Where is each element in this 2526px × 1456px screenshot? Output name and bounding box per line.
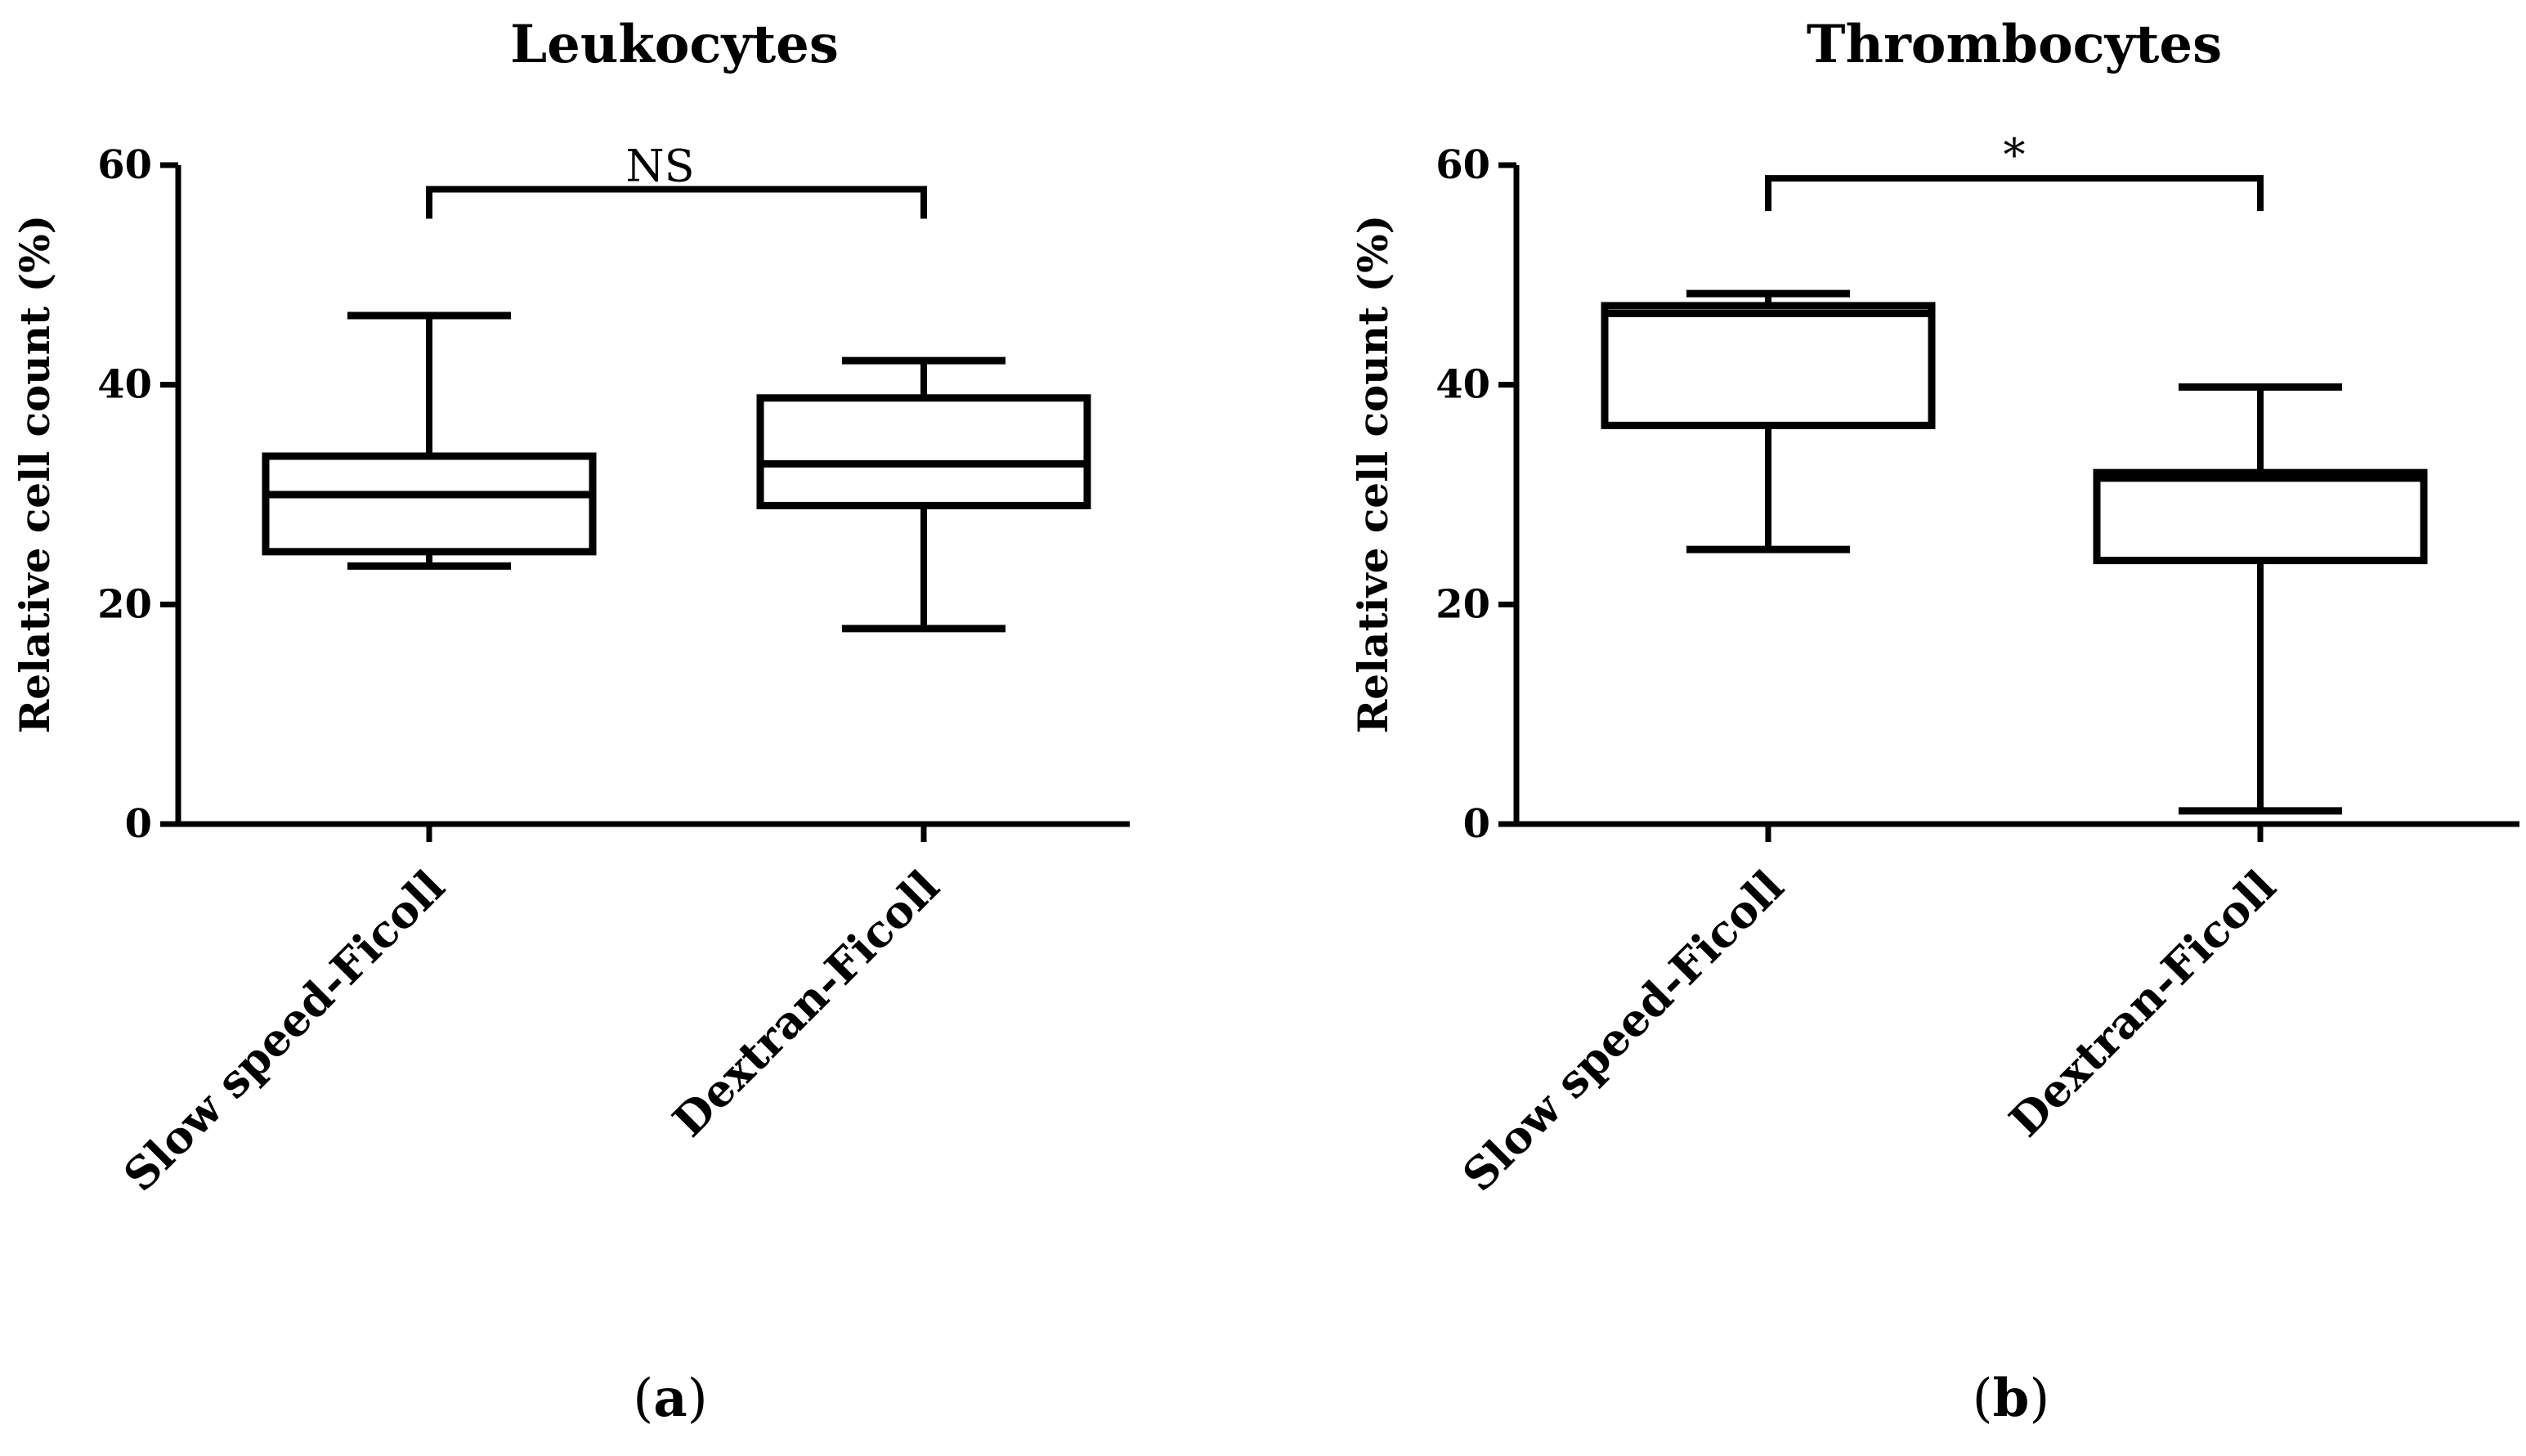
significance-bracket	[1765, 175, 2264, 212]
iqr-box	[1601, 302, 1936, 429]
chart-title-thrombocytes: Thrombocytes	[1807, 14, 2222, 75]
y-tick-label-40: 40	[1435, 362, 1490, 408]
y-tick-label-60: 60	[97, 142, 152, 188]
box-slow-speed-ficoll	[262, 311, 597, 570]
y-tick-label-0: 0	[125, 801, 152, 847]
iqr-box	[2093, 468, 2428, 565]
iqr-box	[756, 394, 1091, 509]
category-label: Slow speed-Ficoll	[114, 860, 455, 1202]
y-axis-label: Relative cell count (%)	[11, 215, 59, 734]
significance-label: *	[2004, 129, 2026, 181]
y-axis-label: Relative cell count (%)	[1349, 215, 1397, 734]
y-tick-label-20: 20	[97, 581, 152, 627]
significance-label: NS	[625, 141, 694, 192]
panel-b: Thrombocytes Relative cell count (%) (b)…	[1349, 14, 2519, 1429]
y-tick-label-40: 40	[97, 362, 152, 408]
significance-bracket	[426, 186, 927, 219]
box-slow-speed-ficoll	[1601, 289, 1936, 553]
chart-title-leukocytes: Leukocytes	[510, 14, 839, 75]
panel-label-a: (a)	[633, 1368, 707, 1429]
category-label: Slow speed-Ficoll	[1453, 860, 1794, 1202]
box-dextran-ficoll	[2093, 383, 2428, 815]
y-tick-label-20: 20	[1435, 581, 1490, 627]
panel-a: Leukocytes Relative cell count (%) (a) 0…	[11, 14, 1130, 1429]
iqr-box	[262, 452, 597, 556]
panel-label-b: (b)	[1973, 1368, 2050, 1429]
category-label: Dextran-Ficoll	[1999, 860, 2286, 1147]
y-tick-label-0: 0	[1463, 801, 1490, 847]
category-label: Dextran-Ficoll	[662, 860, 949, 1147]
box-dextran-ficoll	[756, 356, 1091, 633]
y-tick-label-60: 60	[1435, 142, 1490, 188]
